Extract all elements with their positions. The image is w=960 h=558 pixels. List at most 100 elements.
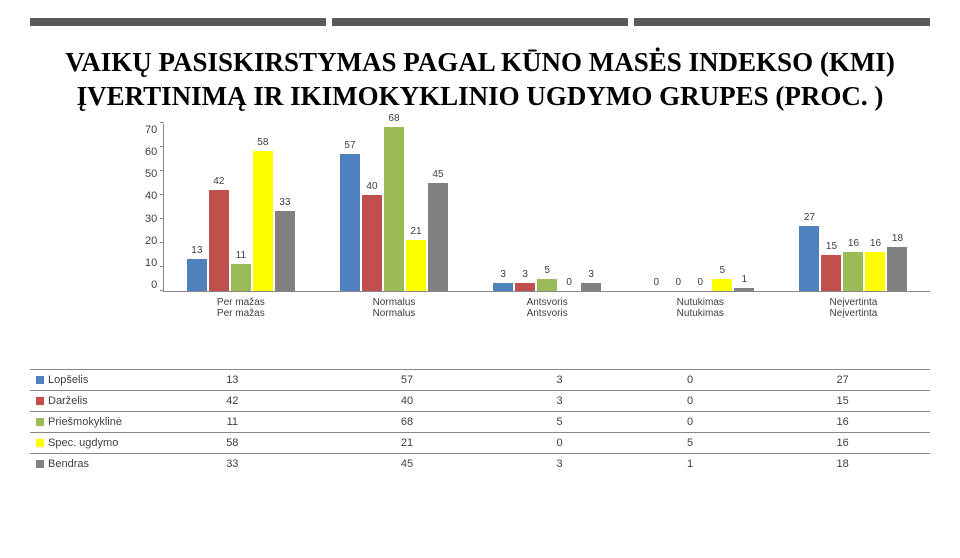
data-table: Lopšelis13573027Darželis42403015Priešmok… bbox=[30, 369, 930, 474]
y-tick: 70 bbox=[145, 124, 157, 136]
y-tick: 10 bbox=[145, 257, 157, 269]
bar-value-label: 21 bbox=[410, 226, 421, 237]
table-cell: 27 bbox=[755, 369, 930, 390]
table-cell: 13 bbox=[145, 369, 320, 390]
table-cell: 42 bbox=[145, 390, 320, 411]
legend-marker bbox=[36, 460, 44, 468]
bar-value-label: 1 bbox=[742, 274, 748, 285]
bar: 3 bbox=[493, 283, 513, 290]
bar: 42 bbox=[209, 190, 229, 291]
legend-marker bbox=[36, 397, 44, 405]
bar: 18 bbox=[887, 247, 907, 290]
table-cell: 45 bbox=[320, 453, 495, 474]
bar-value-label: 27 bbox=[804, 212, 815, 223]
bar-value-label: 68 bbox=[388, 113, 399, 124]
bar: 21 bbox=[406, 240, 426, 290]
bar: 3 bbox=[515, 283, 535, 290]
bar: 5 bbox=[537, 279, 557, 291]
bar-value-label: 42 bbox=[213, 176, 224, 187]
table-row: Lopšelis 13573027 bbox=[30, 369, 930, 390]
table-cell: 0 bbox=[625, 411, 756, 432]
bar-value-label: 57 bbox=[344, 140, 355, 151]
series-name: Spec. ugdymo bbox=[48, 437, 118, 449]
y-tick: 50 bbox=[145, 168, 157, 180]
bar-value-label: 0 bbox=[654, 277, 660, 288]
table-cell: 0 bbox=[625, 390, 756, 411]
category-label: NeįvertintaNeįvertinta bbox=[830, 297, 878, 319]
table-cell: 21 bbox=[320, 432, 495, 453]
bar-value-label: 40 bbox=[366, 181, 377, 192]
bar-value-label: 0 bbox=[676, 277, 682, 288]
bar-group: 00051NutukimasNutukimas bbox=[624, 124, 777, 291]
bar-value-label: 0 bbox=[566, 277, 572, 288]
table-cell: 33 bbox=[145, 453, 320, 474]
bar: 33 bbox=[275, 211, 295, 290]
table-cell: 15 bbox=[755, 390, 930, 411]
bar: 1 bbox=[734, 288, 754, 290]
bar: 68 bbox=[384, 127, 404, 290]
bar: 16 bbox=[843, 252, 863, 290]
bar-value-label: 13 bbox=[191, 245, 202, 256]
bar-value-label: 3 bbox=[588, 269, 594, 280]
legend-marker bbox=[36, 418, 44, 426]
table-cell: 11 bbox=[145, 411, 320, 432]
chart: 706050403020100 1342115833Per mažasPer m… bbox=[145, 124, 930, 334]
y-tick: 20 bbox=[145, 235, 157, 247]
bar: 45 bbox=[428, 183, 448, 291]
y-tick: 30 bbox=[145, 213, 157, 225]
table-row: Bendras 33453118 bbox=[30, 453, 930, 474]
series-name: Darželis bbox=[48, 395, 88, 407]
bar: 15 bbox=[821, 255, 841, 291]
y-tick: 60 bbox=[145, 146, 157, 158]
table-cell: 3 bbox=[494, 453, 625, 474]
bar-group: 5740682145NormalusNormalus bbox=[317, 124, 470, 291]
table-cell: 40 bbox=[320, 390, 495, 411]
bar-value-label: 18 bbox=[892, 233, 903, 244]
table-cell: 16 bbox=[755, 432, 930, 453]
bar-value-label: 33 bbox=[279, 197, 290, 208]
table-cell: 1 bbox=[625, 453, 756, 474]
bar: 57 bbox=[340, 154, 360, 291]
category-label: AntsvorisAntsvoris bbox=[527, 297, 568, 319]
bar-value-label: 15 bbox=[826, 241, 837, 252]
table-row: Darželis 42403015 bbox=[30, 390, 930, 411]
bar: 40 bbox=[362, 195, 382, 291]
category-label: Per mažasPer mažas bbox=[217, 297, 265, 319]
table-cell: 0 bbox=[494, 432, 625, 453]
y-tick: 40 bbox=[145, 190, 157, 202]
bar-value-label: 3 bbox=[500, 269, 506, 280]
bar: 3 bbox=[581, 283, 601, 290]
category-label: NormalusNormalus bbox=[373, 297, 416, 319]
table-cell: 16 bbox=[755, 411, 930, 432]
y-tick: 0 bbox=[151, 279, 157, 291]
bar-group: 1342115833Per mažasPer mažas bbox=[164, 124, 317, 291]
table-cell: 5 bbox=[625, 432, 756, 453]
top-decorative-bar bbox=[30, 18, 930, 26]
series-name: Lopšelis bbox=[48, 374, 88, 386]
table-row: Spec. ugdymo 58210516 bbox=[30, 432, 930, 453]
table-cell: 3 bbox=[494, 390, 625, 411]
chart-bars: 1342115833Per mažasPer mažas5740682145No… bbox=[163, 124, 930, 292]
table-row: Priešmokyklinė11685016 bbox=[30, 411, 930, 432]
bar-group: 2715161618NeįvertintaNeįvertinta bbox=[777, 124, 930, 291]
chart-title: VAIKŲ PASISKIRSTYMAS PAGAL KŪNO MASĖS IN… bbox=[30, 46, 930, 114]
series-name: Priešmokyklinė bbox=[48, 416, 122, 428]
legend-marker bbox=[36, 376, 44, 384]
bar: 11 bbox=[231, 264, 251, 290]
bar-value-label: 45 bbox=[432, 169, 443, 180]
bar-value-label: 5 bbox=[544, 265, 550, 276]
bar-value-label: 11 bbox=[236, 250, 246, 261]
series-name: Bendras bbox=[48, 458, 89, 470]
bar-value-label: 58 bbox=[257, 137, 268, 148]
table-cell: 0 bbox=[625, 369, 756, 390]
bar-value-label: 3 bbox=[522, 269, 528, 280]
category-label: NutukimasNutukimas bbox=[677, 297, 724, 319]
table-cell: 18 bbox=[755, 453, 930, 474]
bar: 5 bbox=[712, 279, 732, 291]
table-cell: 57 bbox=[320, 369, 495, 390]
bar: 27 bbox=[799, 226, 819, 291]
table-cell: 58 bbox=[145, 432, 320, 453]
bar-value-label: 16 bbox=[870, 238, 881, 249]
table-cell: 3 bbox=[494, 369, 625, 390]
bar: 13 bbox=[187, 259, 207, 290]
